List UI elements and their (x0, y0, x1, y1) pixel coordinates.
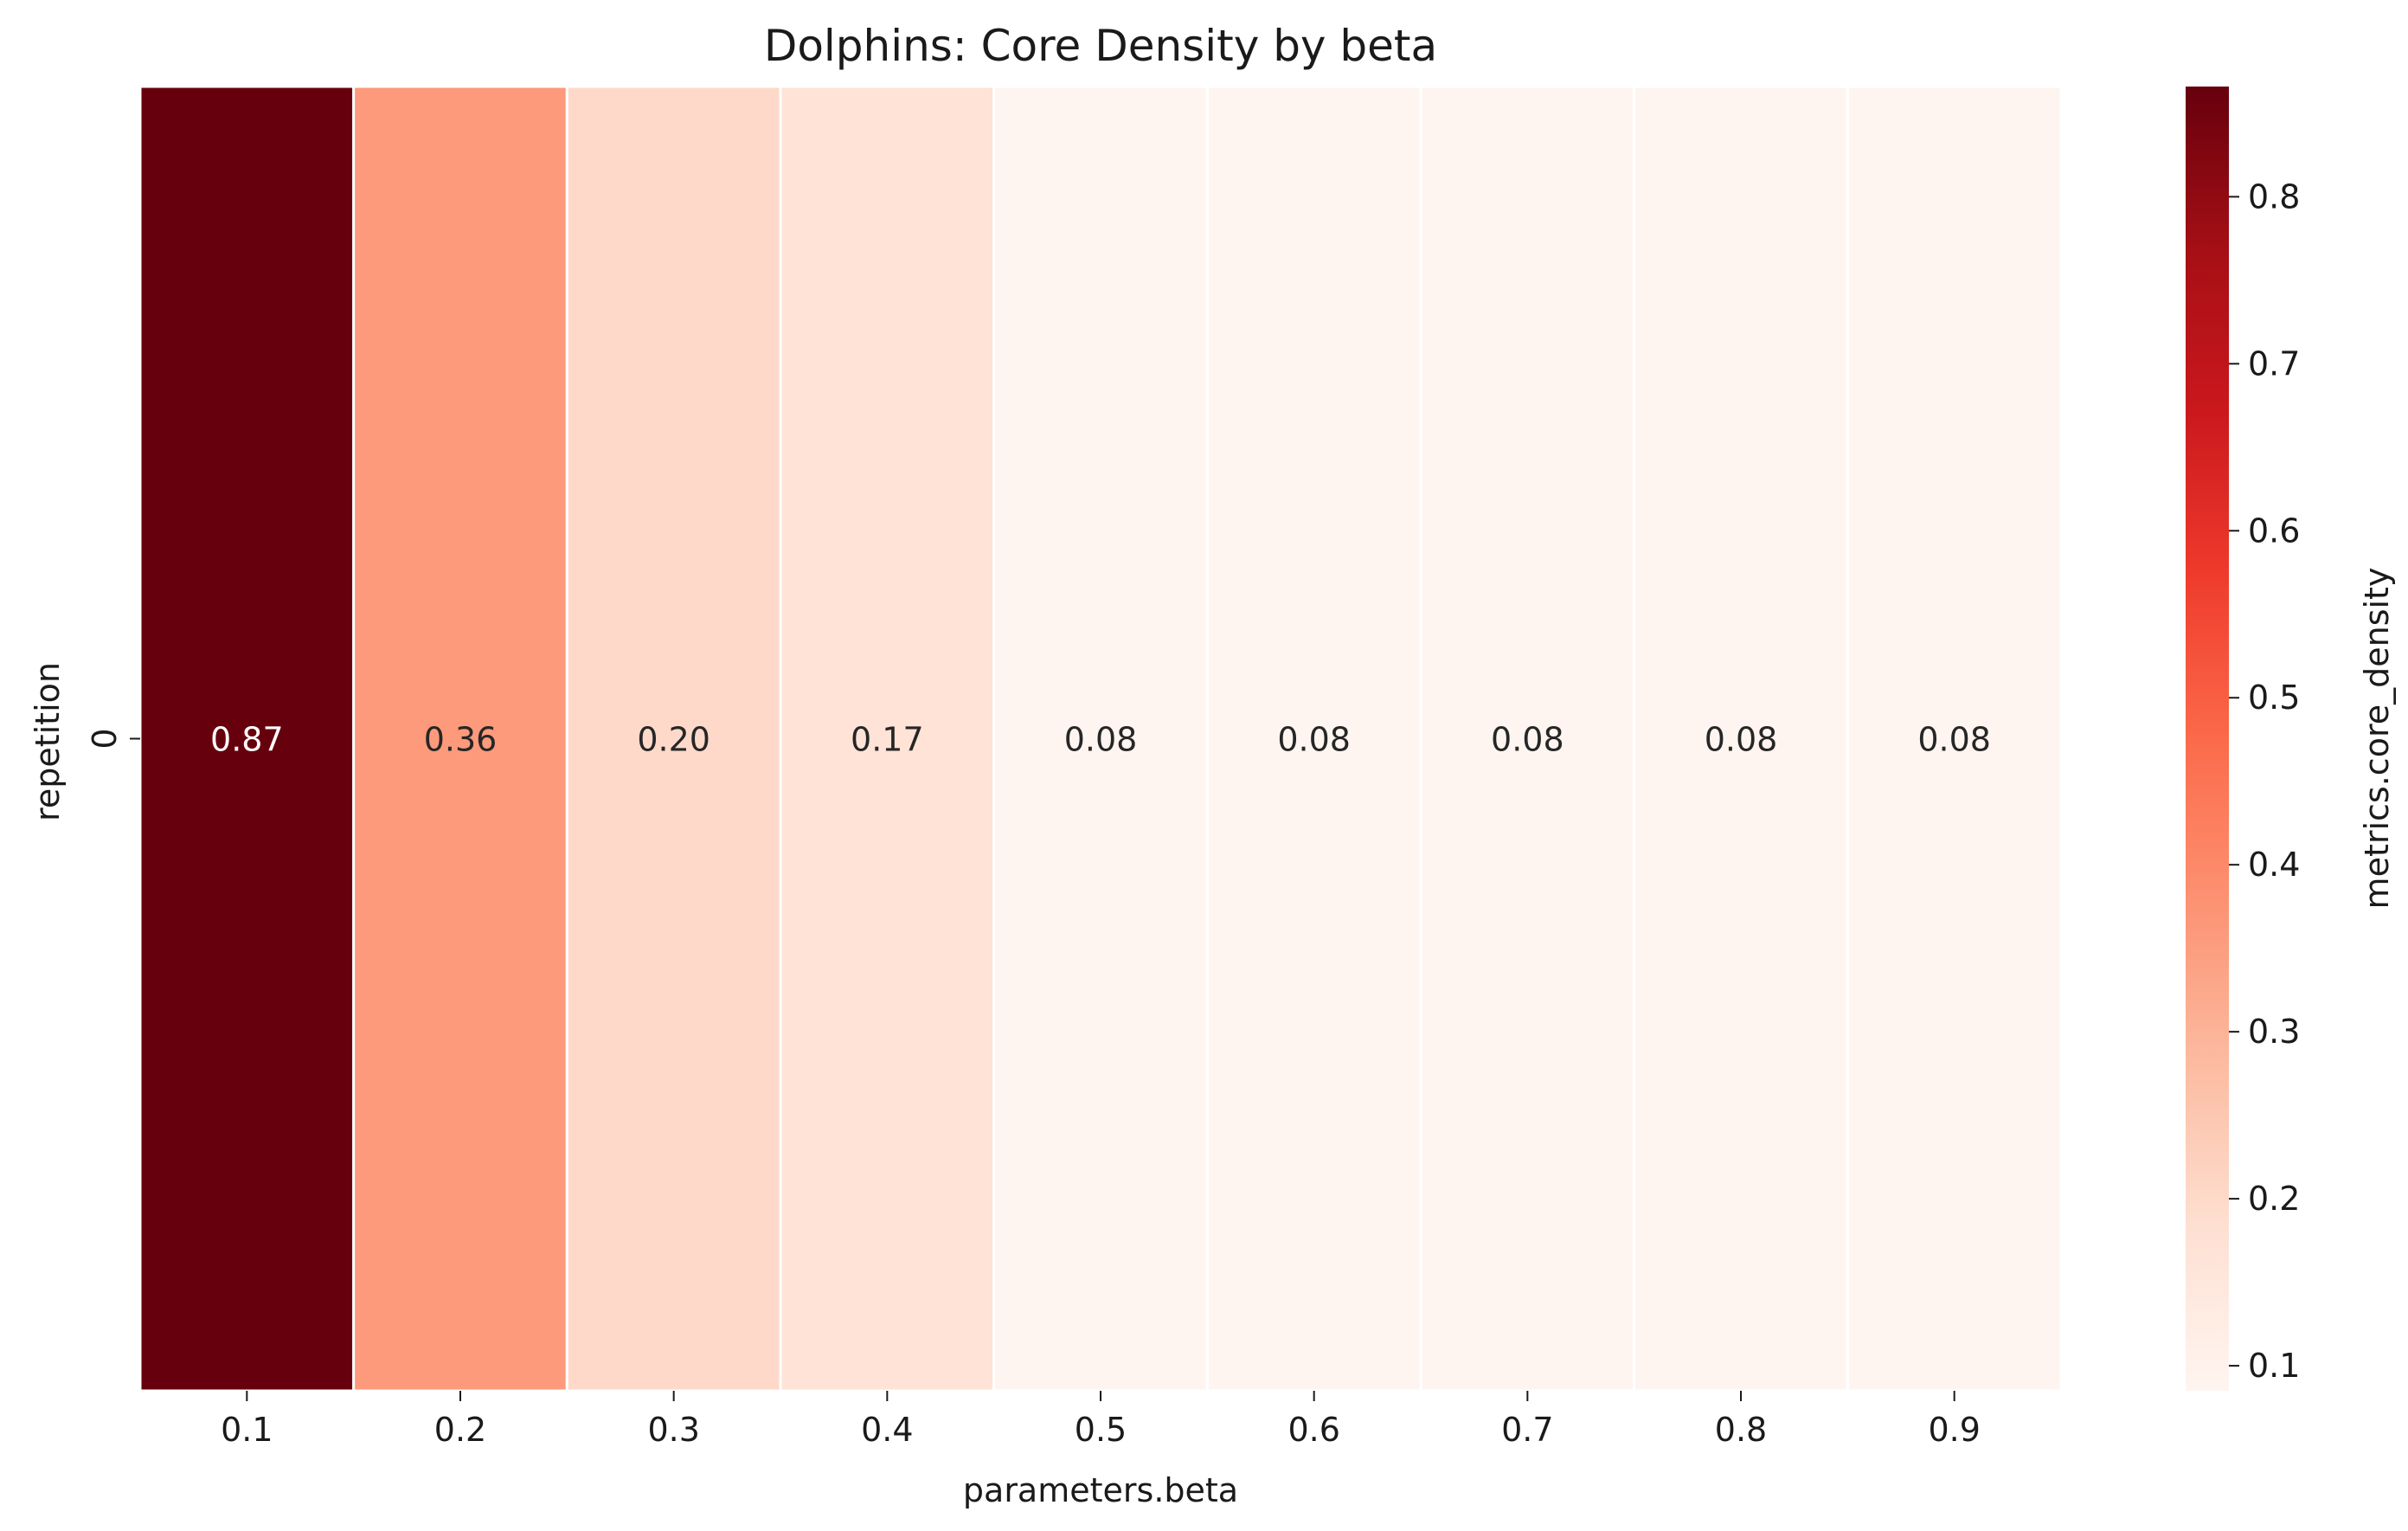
x-tick-label: 0.1 (221, 1411, 273, 1449)
heatmap-cell (779, 85, 996, 1393)
colorbar-tick-label: 0.3 (2248, 1013, 2300, 1051)
x-tick-label: 0.4 (861, 1411, 913, 1449)
heatmap-cell (1205, 85, 1422, 1393)
y-tick-label: 0 (86, 728, 124, 749)
colorbar-tick-label: 0.4 (2248, 846, 2300, 884)
colorbar-label: metrics.core_density (2358, 568, 2396, 910)
y-axis: 0 (86, 728, 140, 749)
x-axis: 0.1 0.2 0.3 0.4 0.5 0.6 0.7 0.8 0.9 (221, 1391, 1981, 1449)
cell-value-label: 0.87 (210, 721, 284, 759)
chart-title: Dolphins: Core Density by beta (764, 21, 1437, 71)
x-tick-label: 0.5 (1075, 1411, 1127, 1449)
colorbar-tick-label: 0.2 (2248, 1180, 2300, 1218)
x-tick-label: 0.3 (647, 1411, 699, 1449)
cell-value-label: 0.08 (1277, 721, 1351, 759)
x-tick-label: 0.2 (434, 1411, 486, 1449)
y-axis-label: repetition (29, 662, 67, 821)
heatmap-cell (565, 85, 782, 1393)
heatmap-cell (138, 85, 356, 1393)
cell-value-label: 0.20 (637, 721, 710, 759)
colorbar-tick-label: 0.1 (2248, 1347, 2300, 1385)
colorbar-tick-label: 0.8 (2248, 177, 2300, 215)
heatmap-cell (352, 85, 568, 1393)
cell-value-label: 0.08 (1705, 721, 1778, 759)
x-tick-label: 0.8 (1715, 1411, 1767, 1449)
x-tick-label: 0.9 (1928, 1411, 1980, 1449)
cell-value-label: 0.08 (1064, 721, 1138, 759)
x-axis-label: parameters.beta (963, 1471, 1238, 1509)
colorbar-tick-label: 0.5 (2248, 679, 2300, 717)
cell-value-label: 0.08 (1917, 721, 1991, 759)
x-tick-label: 0.7 (1501, 1411, 1553, 1449)
cell-value-label: 0.36 (424, 721, 498, 759)
x-tick-label: 0.6 (1287, 1411, 1339, 1449)
cell-value-label: 0.08 (1491, 721, 1564, 759)
heatmap-cell (992, 85, 1209, 1393)
heatmap-cell (1633, 85, 1849, 1393)
colorbar-tick-label: 0.7 (2248, 344, 2300, 383)
colorbar: 0.1 0.2 0.3 0.4 0.5 0.6 0.7 0.8 metrics.core_de… (2186, 87, 2396, 1391)
colorbar-tick-label: 0.6 (2248, 511, 2300, 550)
colorbar-ticks: 0.1 0.2 0.3 0.4 0.5 0.6 0.7 0.8 (2229, 177, 2300, 1385)
heatmap-cells: 0.87 0.36 0.20 0.17 0.08 0.08 0.08 0.08 0.08 (138, 85, 2063, 1393)
cell-value-label: 0.17 (851, 721, 924, 759)
colorbar-gradient-bar (2186, 87, 2229, 1391)
